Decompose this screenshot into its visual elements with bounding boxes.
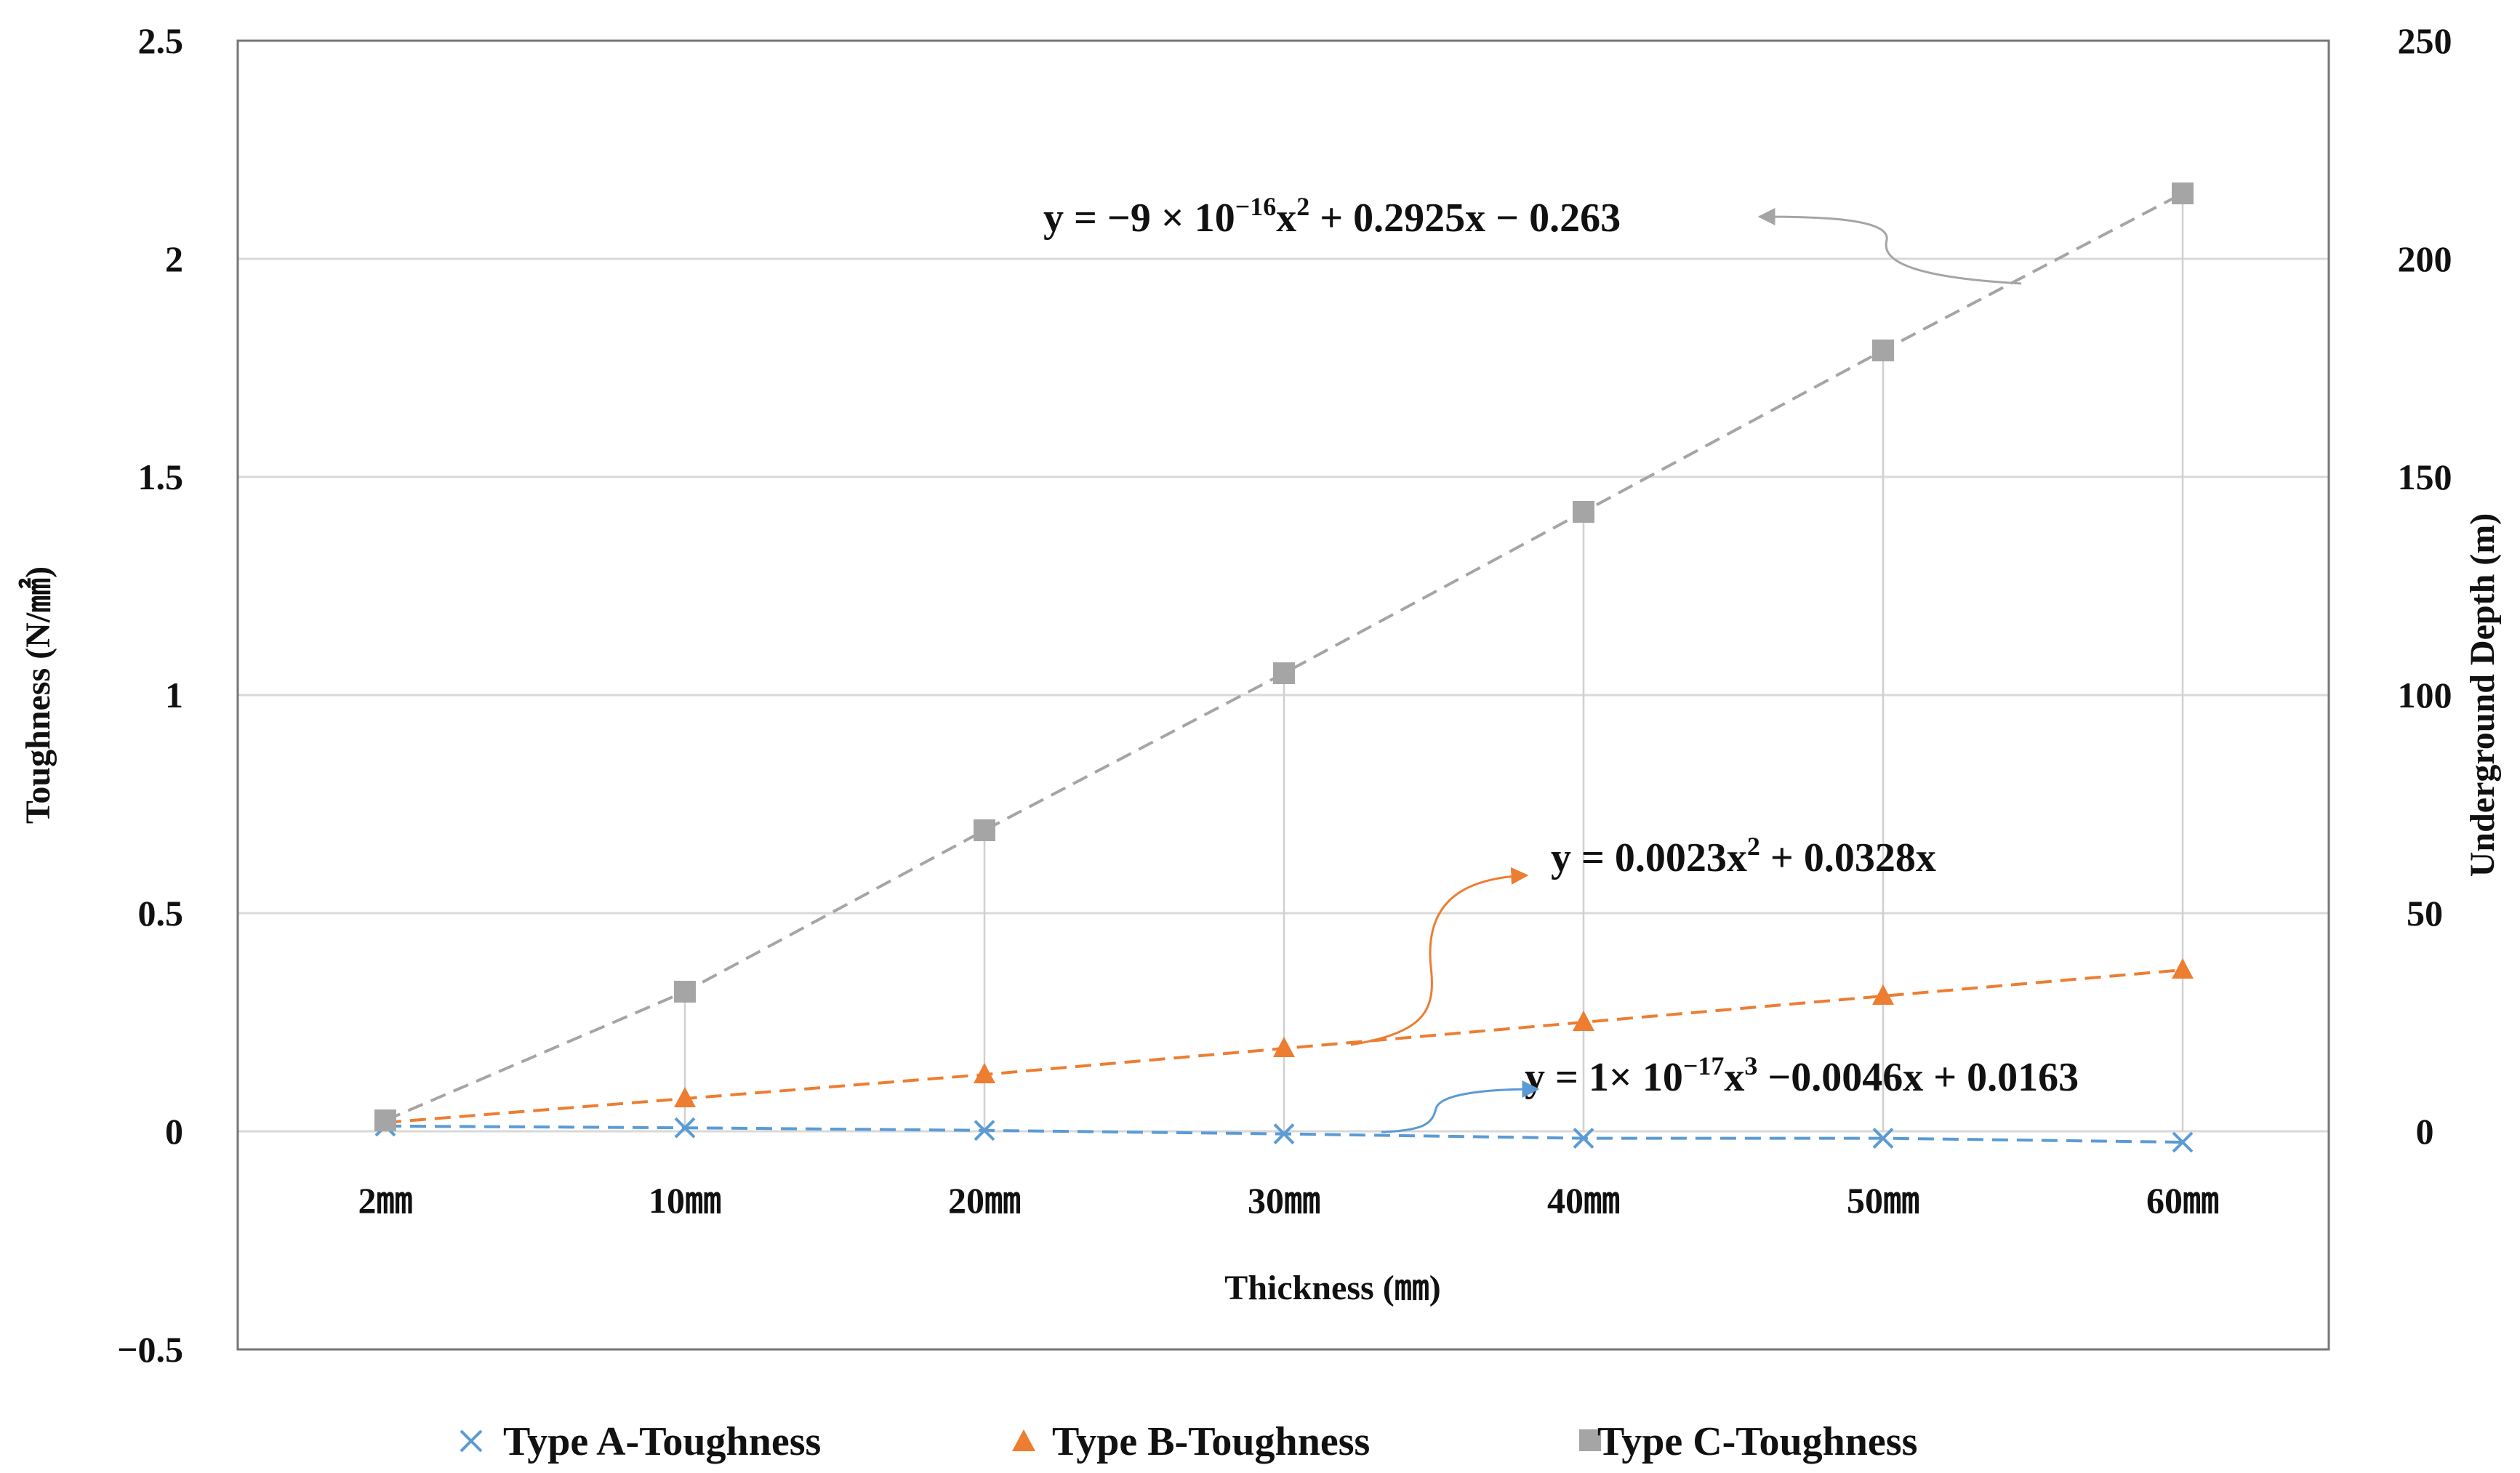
data-point-square xyxy=(1872,340,1894,361)
x-tick-label: 30㎜ xyxy=(1248,1180,1320,1221)
data-point-square xyxy=(1273,662,1295,684)
data-point-x xyxy=(1573,1128,1594,1149)
data-point-square xyxy=(2172,182,2194,204)
data-point-x xyxy=(1872,1128,1894,1149)
y-axis-title: Toughness (N/㎟) xyxy=(18,566,57,824)
callout-arrow-type-b xyxy=(1350,867,1529,1046)
data-point-triangle xyxy=(674,1087,696,1107)
x-axis-title: Thickness (㎜) xyxy=(1224,1269,1440,1307)
data-point-square xyxy=(674,981,696,1003)
data-point-x xyxy=(1273,1123,1295,1145)
data-point-triangle xyxy=(2172,958,2194,979)
data-markers xyxy=(374,182,2194,1153)
x-tick-label: 2㎜ xyxy=(358,1180,413,1221)
y2-tick-label: 100 xyxy=(2398,675,2452,715)
legend-label-type-b: Type B-Toughness xyxy=(1052,1419,1370,1464)
legend-item-type-a[interactable]: Type A-Toughness xyxy=(460,1419,821,1464)
data-point-triangle xyxy=(1872,984,1894,1005)
y2-tick-label: 0 xyxy=(2416,1111,2434,1152)
data-point-triangle xyxy=(1573,1011,1594,1031)
legend-marker-triangle-icon xyxy=(1012,1429,1035,1451)
x-tick-label: 50㎜ xyxy=(1847,1180,1919,1221)
x-tick-label: 20㎜ xyxy=(948,1180,1021,1221)
x-tick-label: 40㎜ xyxy=(1547,1180,1620,1221)
legend: Type A-Toughness Type B-Toughness Type C… xyxy=(460,1419,1917,1464)
data-point-triangle xyxy=(974,1063,995,1083)
data-point-square xyxy=(374,1109,396,1131)
legend-label-type-a: Type A-Toughness xyxy=(503,1419,821,1464)
equation-type-c: y = −9 × 10−16x2 + 0.2925x − 0.263 xyxy=(1043,192,1621,241)
y-tick-label: −0.5 xyxy=(117,1329,183,1370)
data-point-square xyxy=(1573,501,1594,523)
x-axis-ticks: 2㎜ 10㎜ 20㎜ 30㎜ 40㎜ 50㎜ 60㎜ xyxy=(358,1180,2220,1221)
callout-arrow-type-a xyxy=(1381,1080,1540,1133)
data-point-x xyxy=(2172,1131,2194,1153)
callout-arrow-type-c xyxy=(1757,208,2022,285)
y-tick-label: 1.5 xyxy=(138,457,184,497)
y-axis-ticks: −0.5 0 0.5 1 1.5 2 2.5 xyxy=(117,20,183,1370)
data-point-x xyxy=(974,1120,995,1141)
data-point-square xyxy=(974,819,995,841)
x-tick-label: 60㎜ xyxy=(2146,1180,2219,1221)
y2-tick-label: 200 xyxy=(2398,238,2452,279)
y-tick-label: 2 xyxy=(165,238,183,279)
y2-tick-label: 150 xyxy=(2398,457,2452,497)
legend-label-type-c: Type C-Toughness xyxy=(1597,1419,1917,1464)
y-tick-label: 1 xyxy=(165,675,183,715)
data-point-triangle xyxy=(1273,1037,1295,1057)
data-point-x xyxy=(674,1117,696,1139)
legend-item-type-b[interactable]: Type B-Toughness xyxy=(1012,1419,1370,1464)
plot-area xyxy=(236,39,2330,1351)
x-tick-label: 10㎜ xyxy=(649,1180,721,1221)
y2-tick-label: 50 xyxy=(2407,893,2443,934)
equation-type-b: y = 0.0023x2 + 0.0328x xyxy=(1551,832,1936,880)
y2-tick-label: 250 xyxy=(2398,20,2452,61)
y-tick-label: 0 xyxy=(165,1111,183,1152)
legend-marker-x-icon xyxy=(460,1429,483,1453)
legend-item-type-c[interactable]: Type C-Toughness xyxy=(1579,1419,1917,1464)
y-tick-label: 0.5 xyxy=(138,893,184,934)
y2-axis-title: Underground Depth (m) xyxy=(2463,513,2502,877)
equation-type-a: y = 1× 10−17x3 −0.0046x + 0.0163 xyxy=(1525,1051,2079,1100)
y-tick-label: 2.5 xyxy=(138,20,184,61)
legend-marker-square-icon xyxy=(1579,1429,1601,1451)
y2-axis-ticks: 0 50 100 150 200 250 xyxy=(2398,20,2452,1152)
